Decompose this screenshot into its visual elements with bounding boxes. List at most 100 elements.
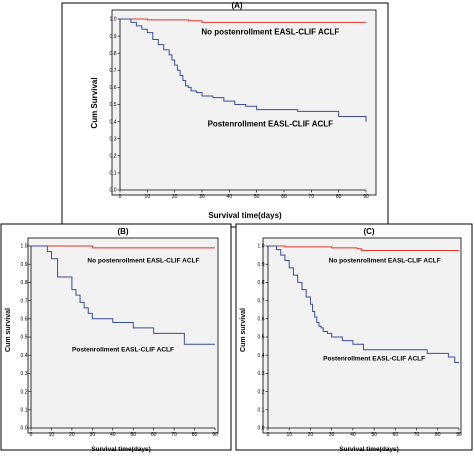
x-tick-label: 60 <box>281 194 287 200</box>
y-tick-label: 0.8 <box>110 51 117 57</box>
panel-a-ylabel: Cum Survival <box>90 77 99 128</box>
x-tick-label: 80 <box>336 194 342 200</box>
y-tick-label: 1.0 <box>258 244 265 250</box>
panel-b: (B) Survival time(days) Cum survival 0 10… <box>0 223 232 453</box>
y-tick-label: 0.5 <box>258 335 265 341</box>
x-tick-label: 20 <box>69 432 75 438</box>
annotation-no-aclf: No postenrollment EASL-CLIF ACLF <box>201 27 339 36</box>
panel-b-plot-area <box>27 237 219 434</box>
survival-curve-aclf <box>120 18 367 122</box>
x-tick-label: 70 <box>171 432 177 438</box>
x-tick-label: 60 <box>393 432 399 438</box>
y-tick-label: 0.9 <box>21 262 28 268</box>
panel-b-curves <box>31 245 215 345</box>
y-tick-label: 0.9 <box>110 34 117 40</box>
x-tick-label: 50 <box>254 194 260 200</box>
annotation-no-aclf: No postenrollment EASL-CLIF ACLF <box>329 257 441 264</box>
y-tick-label: 0.9 <box>258 262 265 268</box>
y-tick-label: 0.2 <box>110 154 117 160</box>
y-tick-label: 0.7 <box>21 298 28 304</box>
y-tick-label: 0.3 <box>258 371 265 377</box>
x-tick-label: 10 <box>145 194 151 200</box>
y-tick-label: 0.2 <box>258 389 265 395</box>
panel-c-xlabel: Survival time(days) <box>339 446 399 453</box>
y-tick-label: 0.4 <box>21 353 28 359</box>
annotation-no-aclf: No postenrollment EASL-CLIF ACLF <box>87 257 199 264</box>
y-tick-label: 0.6 <box>258 317 265 323</box>
y-tick-label: 0.7 <box>110 68 117 74</box>
panel-a-curves <box>120 18 367 122</box>
y-tick-label: 0.1 <box>110 171 117 177</box>
annotation-aclf: Postenrollment EASL-CLIF ACLF <box>208 120 334 129</box>
y-tick-label: 0.8 <box>258 280 265 286</box>
panel-c-ylabel: Cum survival <box>240 308 247 352</box>
panel-b-xlabel: Survival time(days) <box>91 446 151 453</box>
y-tick-label: 0.1 <box>21 408 28 414</box>
survival-curve-no-aclf <box>268 245 459 252</box>
x-tick-label: 40 <box>110 432 116 438</box>
panel-a-ticks: 0 10 20 30 40 50 60 70 80 90 0.0 0.1 0.2 0.3 0.4 0.5 0.6… <box>110 17 369 200</box>
x-tick-label: 40 <box>227 194 233 200</box>
y-tick-label: 0.2 <box>21 389 28 395</box>
panel-c-ticks: 0 10 20 30 40 50 60 70 80 90 0.0 0.1 0.2 0.3 0.4 0.5 0.6… <box>258 244 462 438</box>
x-tick-label: 90 <box>456 432 462 438</box>
y-tick-label: 1.0 <box>110 17 117 23</box>
x-tick-label: 70 <box>309 194 315 200</box>
x-tick-label: 50 <box>130 432 136 438</box>
y-tick-label: 0.0 <box>110 188 117 194</box>
x-tick-label: 80 <box>435 432 441 438</box>
panel-a-annotations: No postenrollment EASL-CLIF ACLF Postenro… <box>201 27 339 128</box>
x-tick-label: 70 <box>414 432 420 438</box>
x-tick-label: 10 <box>286 432 292 438</box>
y-tick-label: 0.4 <box>110 119 117 125</box>
panel-c-curves <box>268 245 459 363</box>
panel-b-annotations: No postenrollment EASL-CLIF ACLF Postenro… <box>72 257 199 353</box>
y-tick-label: 0.3 <box>110 136 117 142</box>
survival-curve-no-aclf <box>120 18 366 23</box>
y-tick-label: 1.0 <box>21 244 28 250</box>
survival-curve-aclf <box>268 245 459 363</box>
y-tick-label: 0.0 <box>258 426 265 432</box>
y-tick-label: 0.5 <box>110 102 117 108</box>
panel-a-title: (A) <box>231 1 242 10</box>
panel-a-xlabel: Survival time(days) <box>208 211 282 220</box>
y-tick-label: 0.4 <box>258 353 265 359</box>
x-tick-label: 60 <box>151 432 157 438</box>
panel-c-plot-area <box>262 237 462 434</box>
y-tick-label: 0.3 <box>21 371 28 377</box>
x-tick-label: 20 <box>308 432 314 438</box>
x-tick-label: 20 <box>172 194 178 200</box>
x-tick-label: 50 <box>371 432 377 438</box>
survival-curve-aclf <box>31 245 215 345</box>
x-tick-label: 80 <box>192 432 198 438</box>
x-tick-label: 30 <box>199 194 205 200</box>
panel-c: (C) Survival time(days) Cum survival 0 10… <box>235 223 473 453</box>
panel-a: (A) Survival time(days) Cum Survival 0 10… <box>61 1 389 228</box>
x-tick-label: 0 <box>119 194 122 200</box>
panel-a-plot-area <box>111 9 377 196</box>
y-tick-label: 0.7 <box>258 298 265 304</box>
y-tick-label: 0.1 <box>258 408 265 414</box>
panel-b-ylabel: Cum survival <box>5 308 12 352</box>
x-tick-label: 30 <box>90 432 96 438</box>
x-tick-label: 90 <box>212 432 218 438</box>
annotation-aclf: Postenrollment EASL-CLIF ACLF <box>72 347 174 354</box>
panel-c-title: (C) <box>363 227 374 236</box>
y-tick-label: 0.6 <box>21 317 28 323</box>
y-tick-label: 0.0 <box>21 426 28 432</box>
x-tick-label: 10 <box>49 432 55 438</box>
annotation-aclf: Postenrollment EASL-CLIF ACLF <box>323 356 425 363</box>
y-tick-label: 0.8 <box>21 280 28 286</box>
x-tick-label: 0 <box>267 432 270 438</box>
y-tick-label: 0.5 <box>21 335 28 341</box>
x-tick-label: 30 <box>329 432 335 438</box>
panel-c-annotations: No postenrollment EASL-CLIF ACLF Postenro… <box>323 257 441 362</box>
x-tick-label: 40 <box>350 432 356 438</box>
survival-curve-no-aclf <box>31 245 215 249</box>
panel-b-ticks: 0 10 20 30 40 50 60 70 80 90 0.0 0.1 0.2 0.3 0.4 0.5 0.6… <box>21 244 218 438</box>
panel-b-title: (B) <box>117 227 128 236</box>
y-tick-label: 0.6 <box>110 85 117 91</box>
x-tick-label: 90 <box>363 194 369 200</box>
x-tick-label: 0 <box>30 432 33 438</box>
